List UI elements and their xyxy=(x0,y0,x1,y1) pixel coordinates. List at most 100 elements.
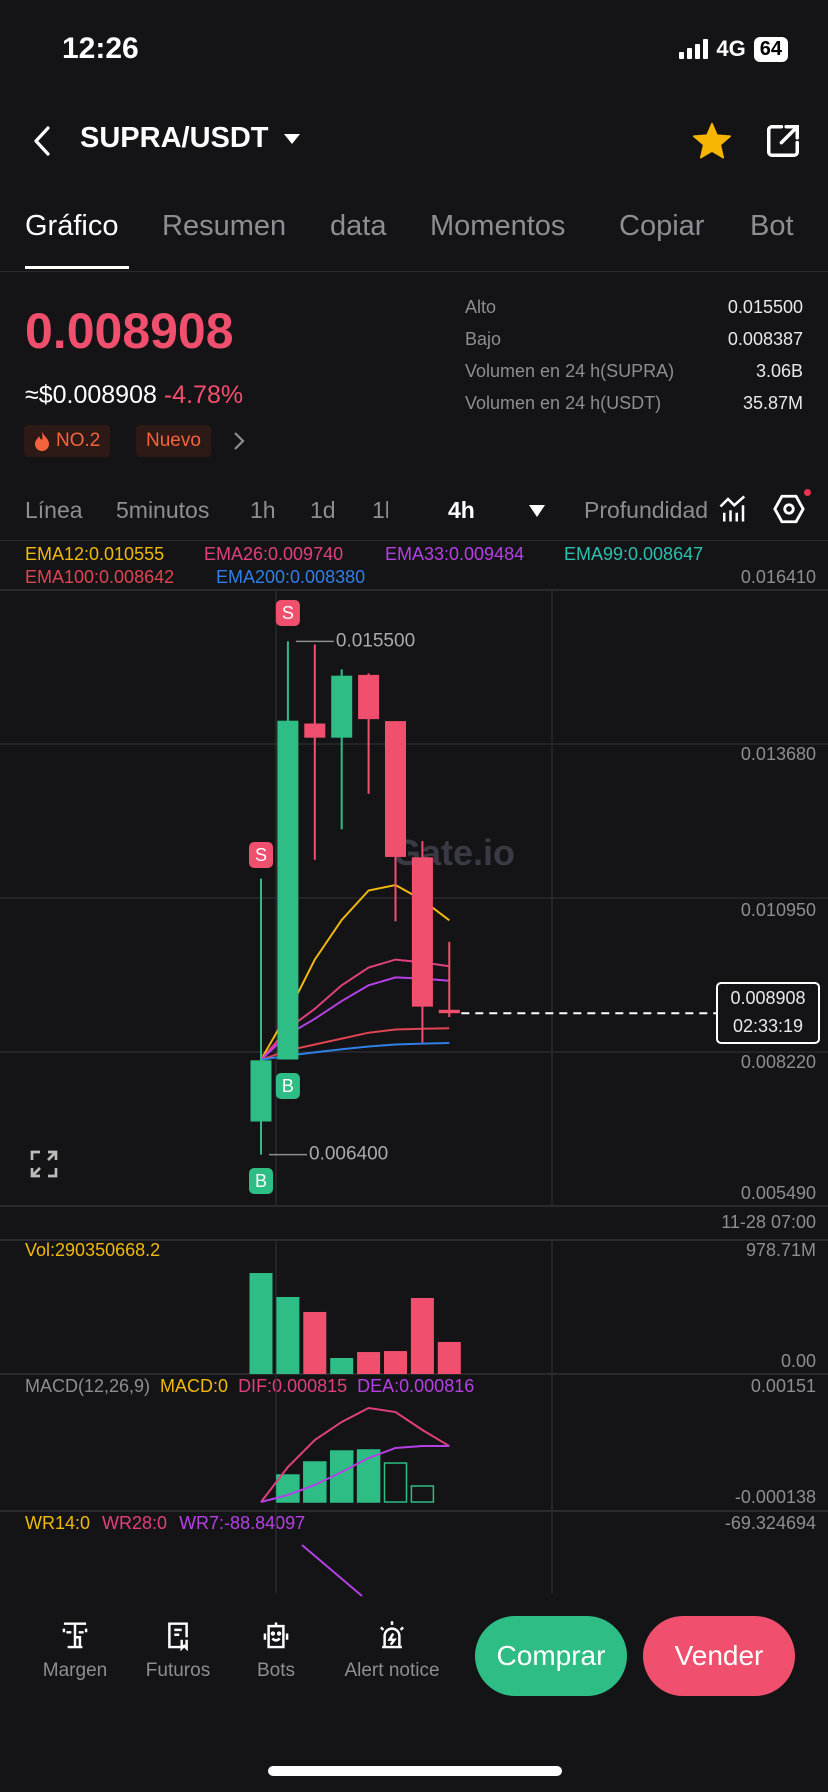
wr-legend: WR14:0 WR28:0 WR7:-88.84097 xyxy=(25,1513,305,1534)
ema100-legend: EMA100:0.008642 xyxy=(25,567,175,587)
sell-marker-label: S xyxy=(255,845,267,865)
margin-icon xyxy=(62,1622,88,1649)
buy-marker-label: B xyxy=(282,1076,294,1096)
usd-price-value: ≈$0.008908 xyxy=(25,381,157,409)
sell-button[interactable]: Vender xyxy=(643,1616,795,1696)
price-tick: 0.005490 xyxy=(740,1183,816,1203)
wr7-line xyxy=(301,1544,363,1597)
tab-data[interactable]: data xyxy=(330,210,387,242)
share-icon[interactable] xyxy=(764,122,802,165)
dea-line xyxy=(260,1445,450,1503)
candle-body xyxy=(438,1009,460,1014)
home-indicator[interactable] xyxy=(268,1766,562,1776)
low-marker-label: 0.006400 xyxy=(309,1144,388,1165)
nav-futures-label: Futuros xyxy=(145,1660,211,1681)
macd-tick: -0.000138 xyxy=(734,1487,816,1507)
high-marker-label: 0.015500 xyxy=(336,630,415,651)
tab-bar: Gráfico Resumen data Momentos Copiar Bot xyxy=(0,206,828,272)
price-tick: 0.008220 xyxy=(740,1052,816,1072)
candle-body xyxy=(331,675,353,738)
network-type: 4G xyxy=(716,36,746,61)
tab-momentos[interactable]: Momentos xyxy=(430,210,566,242)
ema12-legend: EMA12:0.010555 xyxy=(25,544,165,564)
alarm-icon xyxy=(380,1621,404,1649)
fire-icon xyxy=(35,431,49,451)
timeframe-selected[interactable]: 4h xyxy=(448,497,475,523)
buy-marker xyxy=(249,1168,273,1194)
timeframe-line[interactable]: Línea xyxy=(25,497,83,523)
sell-marker xyxy=(249,842,273,868)
settings-icon[interactable] xyxy=(772,492,806,531)
futures-icon xyxy=(168,1622,188,1652)
ema99-legend: EMA99:0.008647 xyxy=(564,544,704,564)
macd-legend-dif: DIF:0.000815 xyxy=(238,1376,348,1396)
time-tick: 11-28 07:00 xyxy=(721,1212,816,1232)
ema33-legend: EMA33:0.009484 xyxy=(385,544,525,564)
volume-tick: 978.71M xyxy=(745,1240,816,1260)
timeframe-1d[interactable]: 1d xyxy=(310,497,336,523)
timeframe-1h[interactable]: 1h xyxy=(250,497,276,523)
nav-margin-label: Margen xyxy=(42,1660,108,1681)
buy-button[interactable]: Comprar xyxy=(475,1616,627,1696)
ema26-legend: EMA26:0.009740 xyxy=(204,544,344,564)
tab-grafico[interactable]: Gráfico xyxy=(25,210,119,242)
wr28-legend: WR28:0 xyxy=(102,1513,168,1533)
volume-bar xyxy=(357,1352,381,1374)
nav-futures[interactable]: Futuros xyxy=(123,1620,233,1682)
rank-badge[interactable]: NO.2 xyxy=(24,425,111,457)
macd-legend-title: MACD(12,26,9) xyxy=(25,1376,151,1396)
candle-countdown: 02:33:19 xyxy=(732,1016,804,1036)
nav-alert-notice[interactable]: Alert notice xyxy=(332,1620,452,1682)
dif-line xyxy=(260,1406,450,1503)
caret-down-icon xyxy=(283,133,300,144)
nav-bots-label: Bots xyxy=(256,1660,296,1681)
last-price: 0.008908 xyxy=(25,303,234,359)
macd-histogram-bar xyxy=(410,1485,435,1503)
macd-legend-macd: MACD:0 xyxy=(160,1376,229,1396)
chevron-right-icon[interactable] xyxy=(232,430,246,457)
stat-high-label: Alto xyxy=(465,297,497,317)
tab-copiar[interactable]: Copiar xyxy=(619,210,705,242)
stat-vol-base-label: Volumen en 24 h(SUPRA) xyxy=(465,361,675,381)
volume-bar xyxy=(276,1296,300,1374)
candle-body xyxy=(411,857,433,1007)
divider xyxy=(0,540,828,541)
candle-body xyxy=(277,720,299,1060)
tab-bot[interactable]: Bot xyxy=(750,210,794,242)
wr7-legend: WR7:-88.84097 xyxy=(179,1513,306,1533)
nav-margin[interactable]: Margen xyxy=(20,1620,130,1682)
volume-bar xyxy=(249,1273,273,1374)
status-time: 12:26 xyxy=(62,32,139,65)
timeframe-5m[interactable]: 5minutos xyxy=(116,497,210,523)
stat-vol-quote-value: 35.87M xyxy=(742,393,803,413)
volume-bar xyxy=(437,1341,461,1374)
wr14-legend: WR14:0 xyxy=(25,1513,91,1533)
macd-histogram-bar xyxy=(356,1449,381,1503)
signal-icon xyxy=(679,39,709,59)
tab-resumen[interactable]: Resumen xyxy=(162,210,287,242)
macd-histogram-bar xyxy=(276,1474,300,1503)
stat-high-value: 0.015500 xyxy=(727,297,803,317)
usd-price: ≈$0.008908 -4.78% xyxy=(25,381,243,410)
macd-legend-dea: DEA:0.000816 xyxy=(357,1376,475,1396)
pair-selector[interactable]: SUPRA/USDT xyxy=(80,122,301,155)
timeframe-1w[interactable]: 1l xyxy=(372,497,388,523)
macd-legend: MACD(12,26,9) MACD:0 DIF:0.000815 DEA:0.… xyxy=(25,1376,474,1397)
timeframe-dropdown-icon[interactable] xyxy=(528,504,546,523)
volume-legend: Vol:290350668.2 xyxy=(25,1240,161,1260)
candle-body xyxy=(385,721,406,857)
star-icon[interactable] xyxy=(692,122,732,165)
fullscreen-icon[interactable] xyxy=(28,1148,60,1185)
candle-body xyxy=(250,1060,272,1122)
price-tick: 0.016410 xyxy=(740,567,816,587)
back-chevron-icon[interactable] xyxy=(30,124,56,163)
wr-tick: -69.324694 xyxy=(724,1513,816,1533)
stat-vol-base-value: 3.06B xyxy=(755,361,803,381)
indicator-icon[interactable] xyxy=(718,494,748,529)
sell-marker-label: S xyxy=(282,603,294,623)
new-badge[interactable]: Nuevo xyxy=(136,425,211,457)
depth-tab[interactable]: Profundidad xyxy=(584,497,709,523)
nav-bots[interactable]: Bots xyxy=(221,1620,331,1682)
buy-marker xyxy=(275,1073,300,1099)
